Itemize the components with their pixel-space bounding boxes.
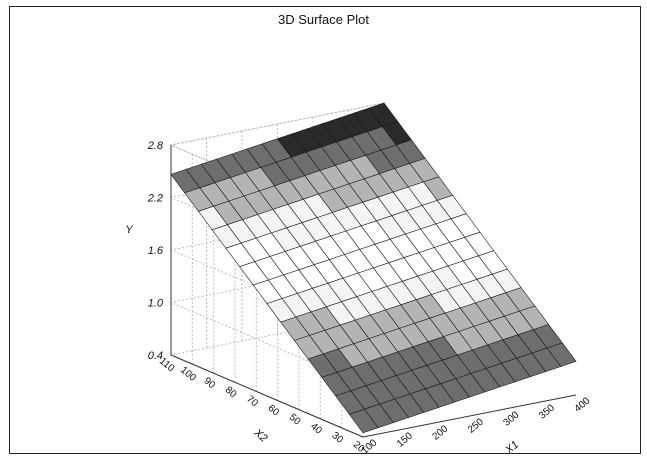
z-tick-label: 2.8 xyxy=(147,140,164,152)
x1-axis-line xyxy=(362,394,577,438)
x1-tick-label: 200 xyxy=(430,423,450,442)
x2-axis-line xyxy=(170,354,364,438)
chart-title: 3D Surface Plot xyxy=(277,12,370,27)
x1-tick-label: 350 xyxy=(537,402,557,421)
x2-tick-label: 60 xyxy=(265,403,281,419)
x1-tick-label: 250 xyxy=(466,416,486,435)
surface-cell xyxy=(546,342,577,367)
x2-tick-label: 80 xyxy=(223,385,239,401)
x2-tick-label: 100 xyxy=(178,365,198,384)
x1-axis-title: X1 xyxy=(502,439,521,457)
axes xyxy=(170,145,577,438)
x2-tick-label: 70 xyxy=(244,394,260,410)
z-tick-label: 1.0 xyxy=(148,298,164,310)
x1-tick-label: 100 xyxy=(359,437,379,456)
x1-tick-label: 400 xyxy=(572,395,592,414)
x1-tick-label: 300 xyxy=(501,409,521,428)
x2-tick-label: 30 xyxy=(329,430,345,446)
x2-tick-label: 50 xyxy=(287,412,303,428)
surface-mesh xyxy=(170,102,577,434)
x2-tick-label: 90 xyxy=(201,376,217,392)
z-tick-label: 2.2 xyxy=(147,193,163,205)
z-axis-title: Y xyxy=(125,224,133,236)
x2-tick-label: 40 xyxy=(308,421,324,437)
z-tick-label: 1.6 xyxy=(148,245,164,257)
z-tick-label: 0.4 xyxy=(148,350,163,362)
x2-axis-title: X2 xyxy=(251,426,270,444)
x1-tick-label: 150 xyxy=(395,430,415,449)
